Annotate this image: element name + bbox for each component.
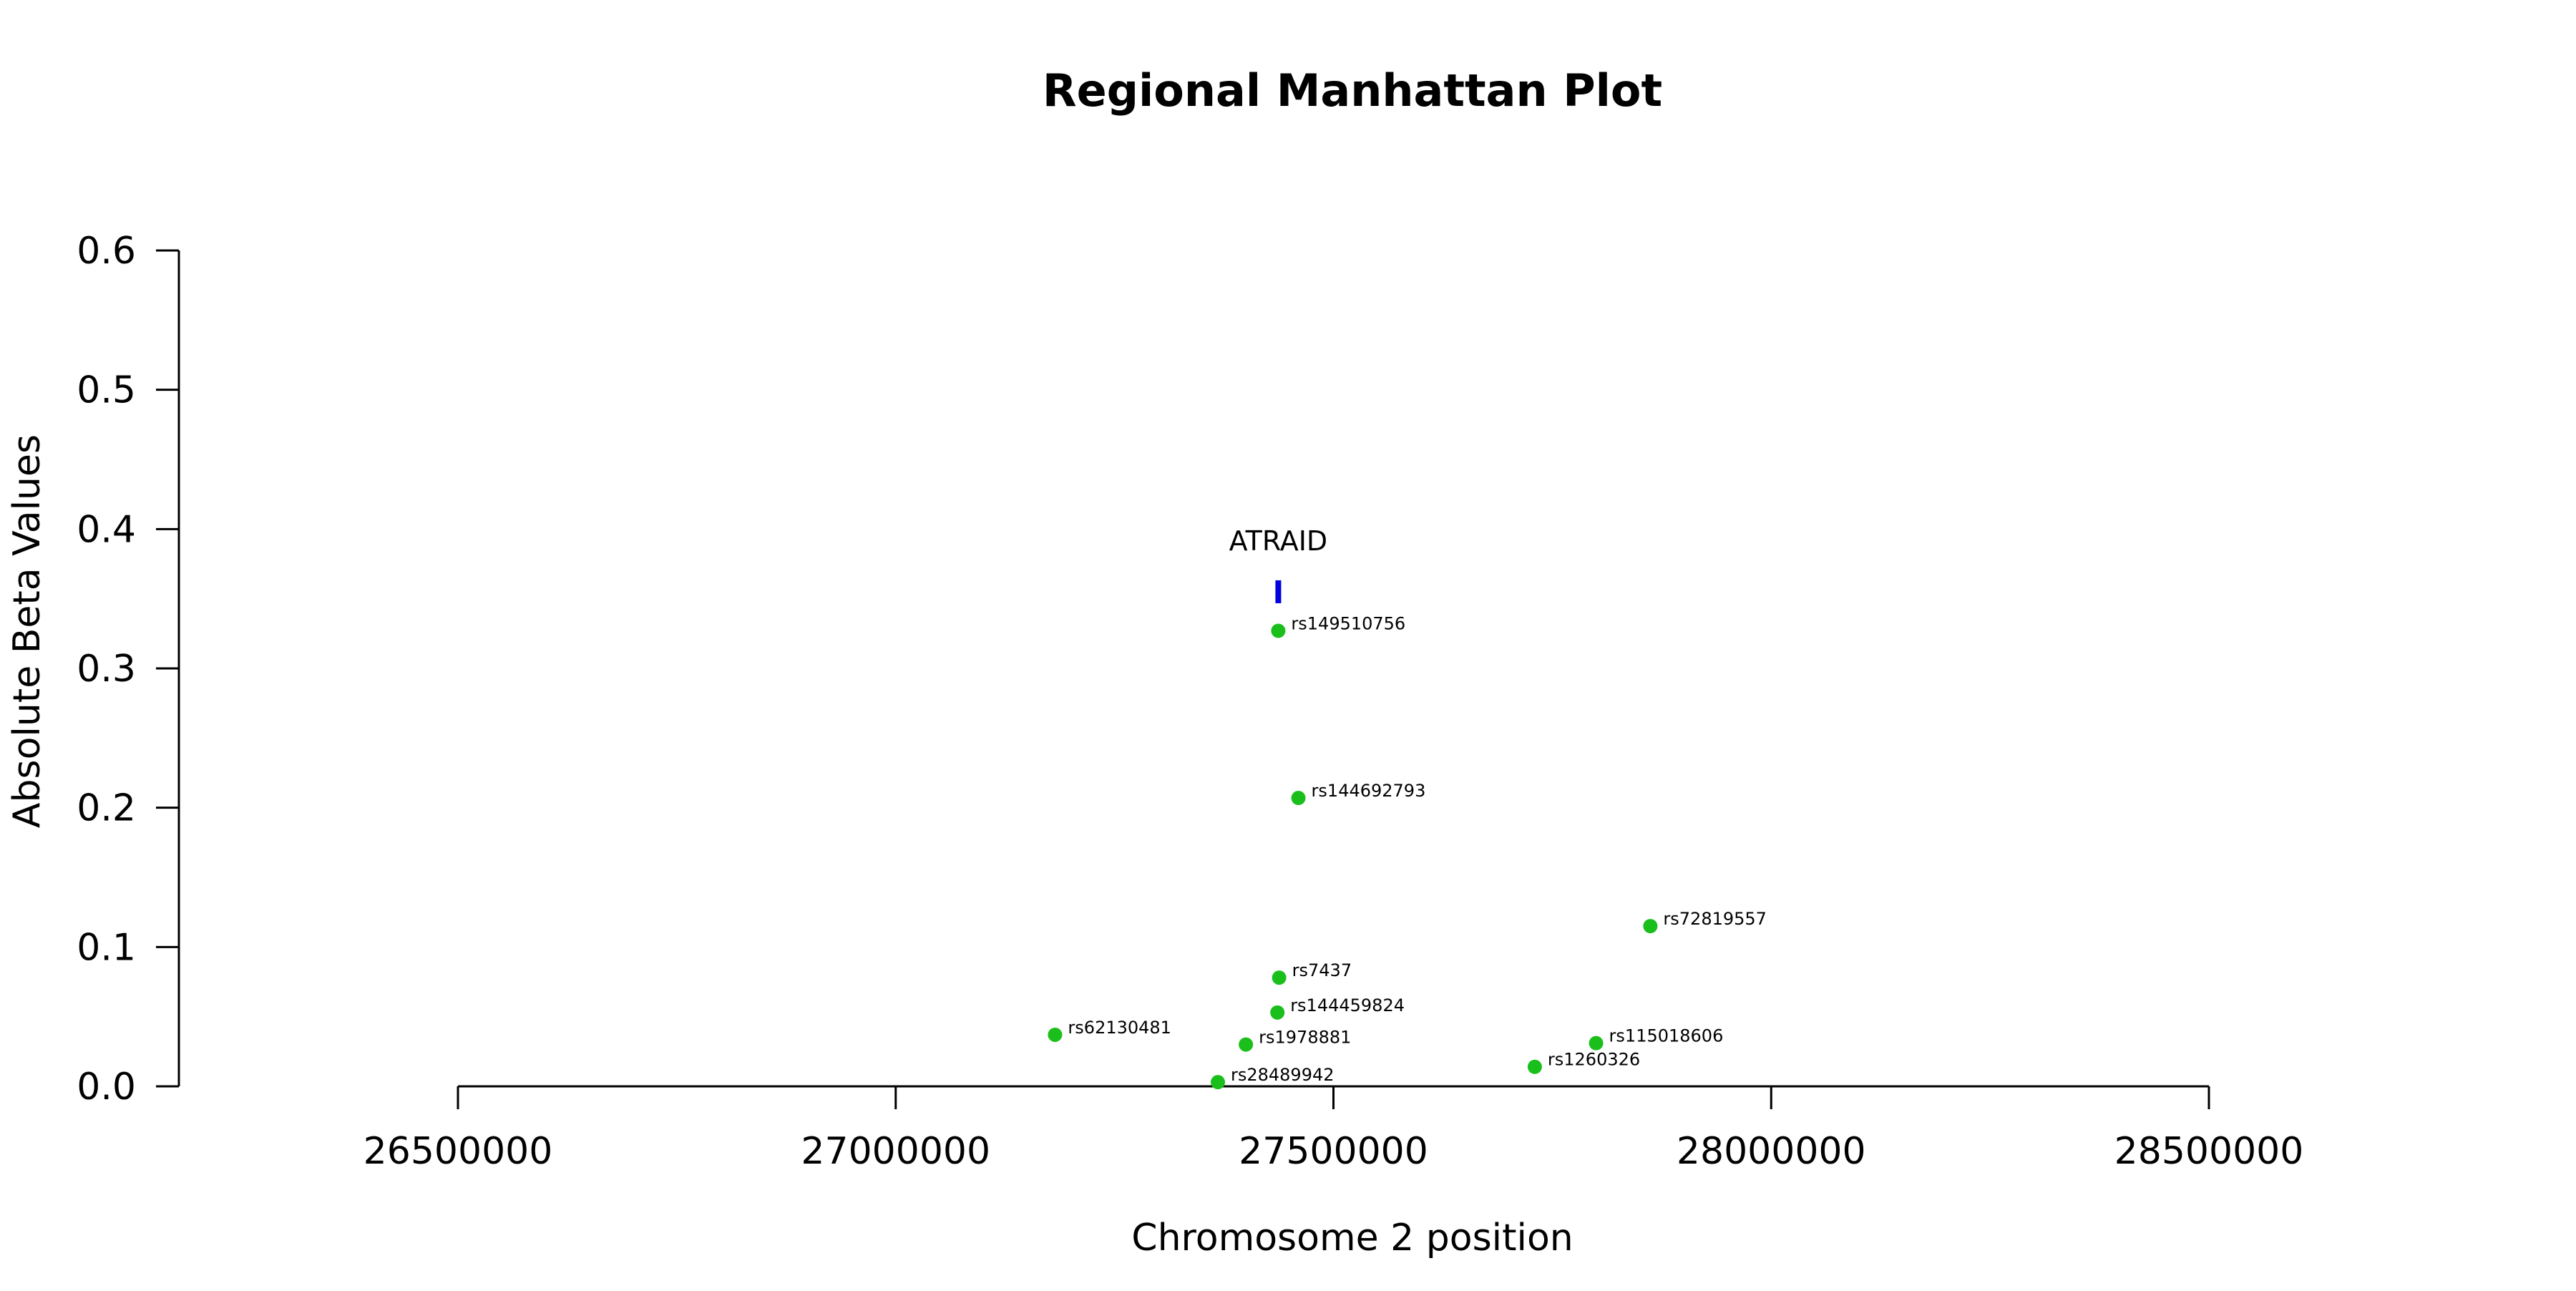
snp-point — [1527, 1059, 1542, 1074]
x-tick-label: 28000000 — [1677, 1130, 1866, 1173]
snp-point — [1589, 1036, 1604, 1051]
y-tick-label: 0.2 — [77, 787, 136, 830]
y-tick-label: 0.4 — [77, 508, 136, 551]
snp-point — [1239, 1037, 1254, 1052]
snp-label: rs1978881 — [1259, 1028, 1351, 1048]
y-tick-label: 0.3 — [77, 648, 136, 691]
snp-label: rs144692793 — [1312, 781, 1426, 801]
snp-label: rs1260326 — [1548, 1050, 1640, 1070]
y-tick-label: 0.1 — [77, 926, 136, 969]
snp-label: rs62130481 — [1068, 1018, 1171, 1038]
snp-point — [1291, 791, 1306, 806]
snp-label: rs115018606 — [1609, 1026, 1724, 1046]
y-axis-label: Absolute Beta Values — [6, 434, 49, 828]
snp-label: rs72819557 — [1663, 909, 1767, 929]
snp-point — [1210, 1075, 1225, 1090]
gene-marker — [1275, 580, 1282, 603]
x-tick-label: 26500000 — [364, 1130, 553, 1173]
x-tick-label: 27000000 — [801, 1130, 990, 1173]
snp-point — [1048, 1027, 1063, 1042]
snp-point — [1643, 919, 1658, 934]
x-axis: 26500000 27000000 27500000 28000000 28500000 — [364, 1085, 2304, 1173]
snp-label: rs7437 — [1292, 960, 1352, 980]
snp-label: rs28489942 — [1231, 1065, 1335, 1085]
snp-point — [1271, 623, 1286, 638]
x-tick-label: 28500000 — [2114, 1130, 2304, 1173]
x-axis-label: Chromosome 2 position — [1131, 1217, 1573, 1260]
x-tick-label: 27500000 — [1239, 1130, 1428, 1173]
snp-point — [1272, 970, 1287, 985]
chart-title: Regional Manhattan Plot — [1043, 64, 1662, 117]
y-tick-label: 0.0 — [77, 1066, 136, 1109]
snp-label: rs144459824 — [1290, 995, 1405, 1015]
y-axis: 0.0 0.1 0.2 0.3 0.4 0.5 0.6 — [77, 230, 180, 1109]
gene-label: ATRAID — [1229, 525, 1328, 557]
snp-label: rs149510756 — [1291, 613, 1405, 633]
snp-point — [1270, 1005, 1285, 1020]
snp-points-layer: rs149510756 rs144692793 rs72819557 rs7437 rs… — [1048, 613, 1767, 1090]
gene-layer: ATRAID — [1229, 525, 1328, 603]
y-tick-label: 0.6 — [77, 230, 136, 273]
y-tick-label: 0.5 — [77, 369, 136, 412]
